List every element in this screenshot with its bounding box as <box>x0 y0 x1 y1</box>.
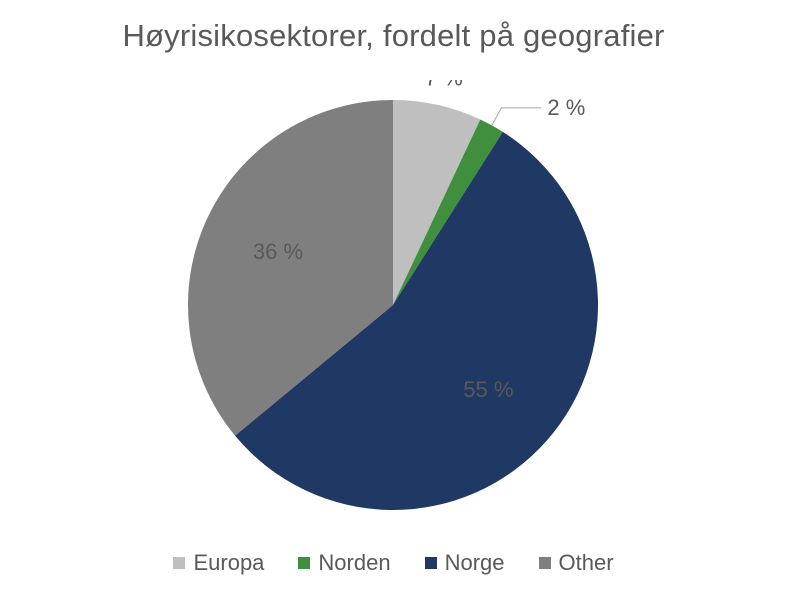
legend: Europa Norden Norge Other <box>0 550 787 576</box>
legend-swatch <box>173 557 185 569</box>
legend-item-norden: Norden <box>298 550 390 576</box>
legend-swatch <box>539 557 551 569</box>
legend-swatch <box>298 557 310 569</box>
legend-label: Norge <box>445 550 505 576</box>
pie-svg: 7 % 2 % 55 % 36 % <box>0 80 787 530</box>
legend-label: Other <box>559 550 614 576</box>
slice-label-norden: 2 % <box>547 95 585 120</box>
pie-chart-container: Høyrisikosektorer, fordelt på geografier… <box>0 0 787 590</box>
chart-title: Høyrisikosektorer, fordelt på geografier <box>0 18 787 54</box>
slice-label-europa: 7 % <box>425 80 463 91</box>
legend-swatch <box>425 557 437 569</box>
legend-item-europa: Europa <box>173 550 264 576</box>
legend-label: Europa <box>193 550 264 576</box>
pie-area: 7 % 2 % 55 % 36 % <box>0 80 787 530</box>
callout-line <box>492 108 542 126</box>
legend-item-other: Other <box>539 550 614 576</box>
slice-label-norge: 55 % <box>463 377 513 402</box>
legend-label: Norden <box>318 550 390 576</box>
legend-item-norge: Norge <box>425 550 505 576</box>
slice-label-other: 36 % <box>253 239 303 264</box>
